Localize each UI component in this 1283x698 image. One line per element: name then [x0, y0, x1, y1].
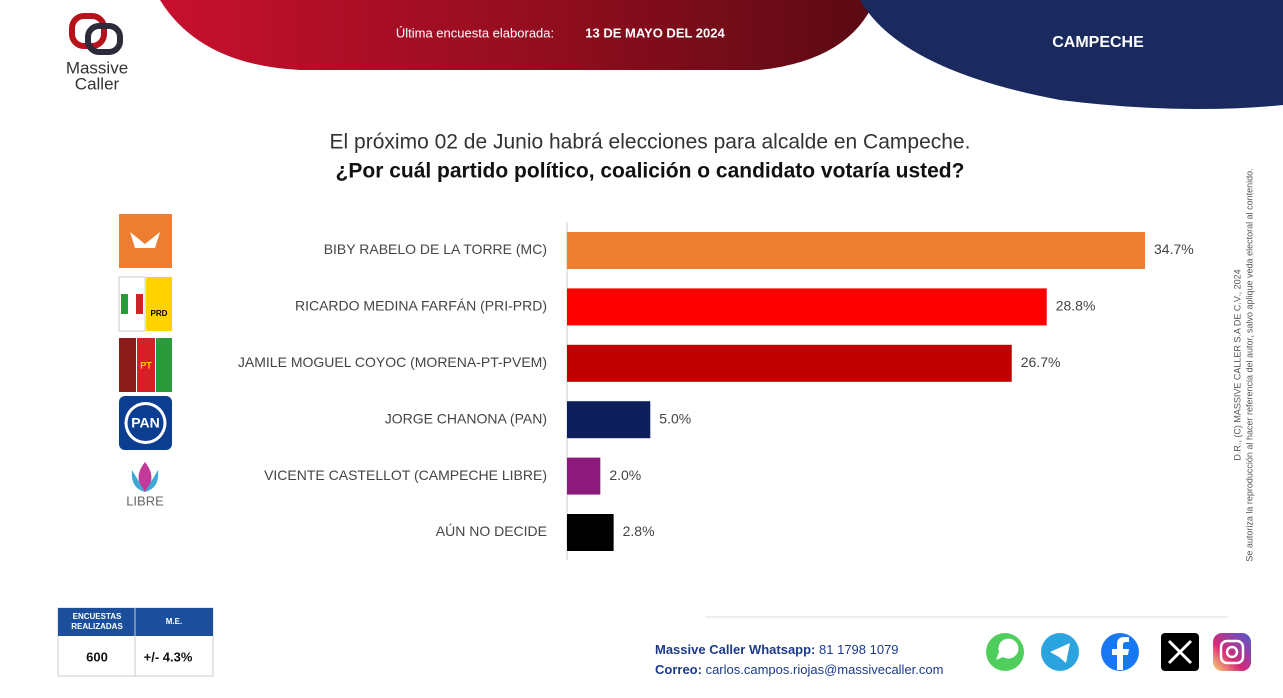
contact-line: Correo: carlos.campos.riojas@massivecall…	[655, 662, 943, 677]
bar	[567, 288, 1047, 326]
value-label: 28.8%	[1056, 298, 1096, 314]
instagram-icon[interactable]	[1213, 633, 1251, 671]
pan-logo: PAN	[119, 396, 172, 450]
category-label: RICARDO MEDINA FARFÁN (PRI-PRD)	[295, 298, 547, 314]
email-label: Correo:	[655, 662, 702, 677]
bar	[567, 514, 614, 551]
pri-prd-logo: PRD	[118, 276, 172, 332]
survey-date: 13 DE MAYO DEL 2024	[585, 25, 725, 40]
libre-text: LIBRE	[126, 493, 164, 508]
bar	[567, 401, 651, 439]
email: carlos.campos.riojas@massivecaller.com	[706, 662, 944, 677]
morena-pt-pvem-logo: PT	[119, 338, 172, 392]
mc-logo	[119, 214, 172, 268]
libre-logo: LIBRE	[126, 462, 164, 508]
table-cell: +/- 4.3%	[144, 649, 193, 664]
table-header: ENCUESTAS	[73, 612, 122, 621]
category-label: BIBY RABELO DE LA TORRE (MC)	[324, 241, 547, 257]
contact-line: Massive Caller Whatsapp: 81 1798 1079	[655, 642, 899, 657]
category-label: VICENTE CASTELLOT (CAMPECHE LIBRE)	[264, 467, 547, 483]
chart-title: El próximo 02 de Junio habrá elecciones …	[330, 131, 971, 154]
bar	[567, 232, 1145, 269]
brand-name: Massive	[66, 58, 128, 77]
brand-logo	[69, 13, 123, 55]
value-label: 2.0%	[609, 467, 641, 483]
disclaimer: Se autoriza la reproducción al hacer ref…	[1244, 168, 1254, 561]
brand-name: Caller	[75, 74, 120, 93]
bar	[567, 457, 601, 495]
survey-label: Última encuesta elaborada:	[396, 25, 554, 40]
category-label: AÚN NO DECIDE	[436, 523, 547, 539]
whatsapp: 81 1798 1079	[819, 642, 899, 657]
value-label: 2.8%	[623, 523, 655, 539]
category-label: JAMILE MOGUEL COYOC (MORENA-PT-PVEM)	[238, 354, 547, 370]
bar	[567, 344, 1012, 382]
table-header: REALIZADAS	[71, 622, 123, 631]
pt-text: PT	[140, 360, 152, 370]
table-cell: 600	[86, 649, 108, 664]
category-label: JORGE CHANONA (PAN)	[385, 410, 547, 426]
social-icons	[986, 633, 1251, 671]
value-label: 34.7%	[1154, 241, 1194, 257]
pan-text: PAN	[131, 415, 160, 431]
prd-text: PRD	[151, 309, 168, 318]
stats-table	[57, 607, 214, 677]
table-header: M.E.	[166, 617, 182, 626]
header-banner	[160, 0, 875, 70]
region-banner	[860, 0, 1283, 109]
chart-subtitle: ¿Por cuál partido político, coalición o …	[336, 160, 965, 183]
value-label: 5.0%	[659, 410, 691, 426]
value-label: 26.7%	[1021, 354, 1061, 370]
whatsapp-label: Massive Caller Whatsapp:	[655, 642, 815, 657]
region: CAMPECHE	[1052, 34, 1144, 51]
disclaimer: D.R., (C) MASSIVE CALLER S.A DE C.V., 20…	[1232, 269, 1242, 460]
